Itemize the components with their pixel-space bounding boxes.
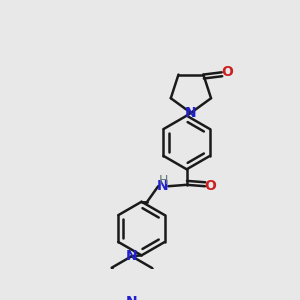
Text: O: O — [204, 179, 216, 193]
Text: N: N — [126, 296, 137, 300]
Text: N: N — [126, 249, 137, 263]
Text: O: O — [221, 65, 233, 79]
Text: N: N — [156, 179, 168, 193]
Text: N: N — [185, 106, 197, 120]
Text: H: H — [158, 173, 168, 187]
